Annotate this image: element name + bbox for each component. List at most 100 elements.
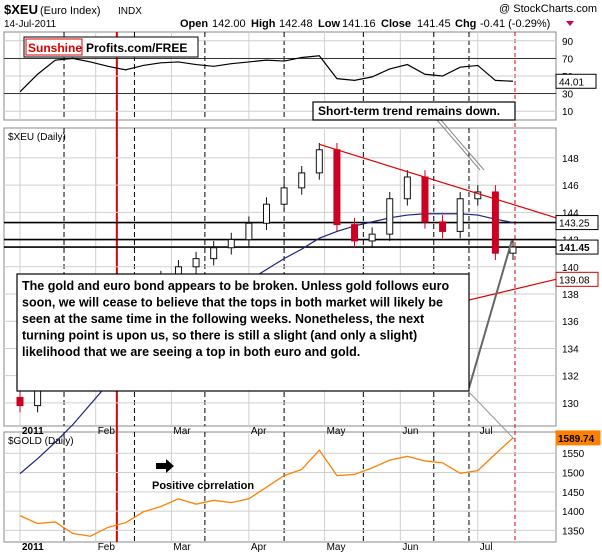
candle-body (403, 176, 411, 200)
header-symbol: $XEU (4, 2, 38, 17)
gold-y-tick-label: 1400 (562, 507, 585, 518)
price-x-tick-label: 2011 (22, 426, 44, 437)
header-open-value: 142.00 (212, 18, 246, 30)
gold-x-tick-label: Feb (98, 542, 116, 552)
gold-y-tick-label: 1350 (562, 526, 585, 537)
rsi-current-label-box (555, 73, 597, 89)
gold-x-tick-label: May (327, 542, 346, 552)
price-panel-title: $XEU (Daily) (8, 132, 66, 143)
gold-x-tick-label: Apr (251, 542, 267, 552)
header-high-value: 142.48 (279, 18, 313, 30)
price-label-text: 141.45 (559, 243, 590, 254)
header-close-label: Close (381, 18, 411, 30)
candle-body (245, 222, 253, 241)
price-x-tick-label: Jun (402, 426, 418, 437)
price-y-tick-label: 134 (562, 344, 579, 355)
logo-profits: Profits.com/FREE (86, 41, 187, 55)
gold-y-tick-label: 1550 (562, 449, 585, 460)
price-label-text: 143.25 (559, 219, 590, 230)
header-watermark: @ StockCharts.com (499, 3, 597, 15)
price-x-tick-label: Apr (251, 426, 267, 437)
main-annotation-line: The gold and euro bond appears to be bro… (22, 279, 449, 293)
candle-body (192, 258, 200, 268)
sunshine-profits-logo: Sunshine Profits.com/FREE (23, 36, 199, 58)
candle-body (456, 198, 464, 232)
rsi-y-tick-label: 30 (562, 90, 574, 101)
gold-panel (3, 431, 557, 543)
header-exchange: INDX (118, 6, 142, 17)
header-low-label: Low (318, 18, 340, 30)
price-y-tick-label: 130 (562, 399, 579, 410)
positive-correlation-text: Positive correlation (152, 480, 254, 492)
falling-trend-line (319, 143, 557, 219)
candle-body (263, 203, 270, 224)
gold-x-tick-label: Mar (173, 542, 191, 552)
trend-annotation: Short-term trend remains down. (312, 101, 516, 121)
trend-annotation-text: Short-term trend remains down. (318, 104, 500, 118)
header-close-value: 141.45 (417, 18, 451, 30)
price-y-tick-label: 132 (562, 372, 579, 383)
price-label-box (555, 239, 599, 255)
gold-y-tick-label: 1500 (562, 469, 585, 480)
candle-body (351, 224, 359, 242)
price-y-tick-label: 136 (562, 317, 579, 328)
header-high-label: High (251, 18, 276, 30)
annotation-pointer-line (468, 391, 516, 441)
header-chg-label: Chg (455, 18, 476, 30)
plot-layer: 2011 2011 Feb Feb Mar Mar Apr Apr May May Jun Jun Ju… (4, 37, 601, 552)
main-annotation-line: soon, we will cease to believe that the … (22, 296, 443, 310)
candle-body (421, 176, 429, 223)
annotation-pointer-line (468, 239, 513, 389)
candle-body (474, 191, 482, 200)
rsi-y-tick-label: 70 (562, 54, 574, 65)
gold-current-label-text: 1589.74 (558, 434, 595, 445)
gold-x-tick-label: Jul (480, 542, 493, 552)
price-label-box (555, 215, 599, 231)
rsi-current-label-text: 44.01 (559, 77, 584, 88)
price-y-tick-label: 146 (562, 181, 579, 192)
price-y-tick-label: 140 (562, 263, 579, 274)
gold-y-tick-label: 1450 (562, 488, 585, 499)
price-x-tick-label: Jul (480, 426, 493, 437)
gold-panel-title: $GOLD (Daily) (8, 436, 74, 447)
candle-body (280, 187, 288, 205)
price-x-tick-label: May (327, 426, 346, 437)
price-y-tick-label: 148 (562, 154, 579, 165)
main-annotation: The gold and euro bond appears to be bro… (16, 273, 470, 392)
gold-x-tick-label: Jun (402, 542, 418, 552)
candle-body (16, 396, 24, 407)
price-y-tick-label: 144 (562, 208, 579, 219)
logo-sunshine: Sunshine (28, 41, 82, 55)
price-label-box (555, 271, 599, 287)
candle-body (227, 239, 235, 249)
candle-body (210, 247, 218, 260)
main-annotation-line: turning point is upon us, so there is st… (22, 329, 417, 343)
right-arrow-icon (156, 459, 174, 473)
candle-body (315, 149, 323, 174)
candle-body (298, 172, 306, 189)
price-label-text: 139.08 (559, 275, 590, 286)
rsi-line (19, 55, 514, 93)
rsi-y-tick-label: 90 (562, 37, 574, 48)
candle-body (333, 149, 341, 226)
price-x-tick-label: Mar (173, 426, 191, 437)
main-annotation-line: seen at the same time in the following w… (22, 312, 425, 326)
candle-body (509, 246, 517, 254)
gold-x-tick-label: 2011 (22, 542, 44, 552)
header-date: 14-Jul-2011 (4, 19, 57, 30)
main-annotation-text: The gold and euro bond appears to be bro… (22, 279, 449, 359)
positive-correlation-annotation: Positive correlation (152, 459, 254, 492)
trend-pointer-line (440, 119, 485, 171)
candle-body (439, 221, 447, 232)
header-chg-value: -0.41 (-0.29%) (480, 18, 550, 30)
chg-down-arrow-icon (566, 21, 574, 26)
price-y-tick-label: 138 (562, 290, 579, 301)
header-open-label: Open (180, 18, 208, 30)
gold-current-label-box (555, 430, 601, 446)
header-name: (Euro Index) (40, 5, 101, 17)
gold-line (19, 437, 514, 537)
price-x-tick-label: Feb (98, 426, 116, 437)
trend-pointer-line (436, 119, 481, 171)
candle-body (386, 198, 394, 235)
